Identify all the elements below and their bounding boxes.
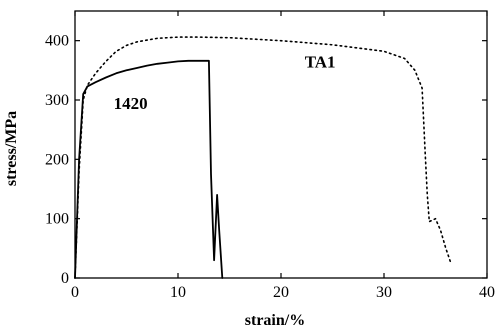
y-tick-label: 100 — [45, 211, 69, 228]
y-tick-label: 300 — [45, 92, 69, 109]
plot-border — [74, 10, 488, 279]
x-tick-label: 10 — [170, 284, 186, 301]
x-tick-label: 0 — [71, 284, 79, 301]
series-label-1420: 1420 — [114, 94, 148, 113]
x-tick-label: 40 — [479, 284, 495, 301]
x-axis-title: strain/% — [245, 312, 305, 329]
plot-frame — [74, 10, 488, 279]
y-tick-label: 0 — [61, 270, 69, 287]
y-axis-title: stress/MPa — [3, 111, 20, 186]
x-tick-label: 30 — [376, 284, 392, 301]
series-layer — [74, 36, 452, 279]
series-line-ta1 — [74, 36, 452, 279]
series-line-1420 — [74, 59, 224, 279]
x-tick-label: 20 — [273, 284, 289, 301]
y-tick-label: 400 — [45, 33, 69, 50]
y-tick-label: 200 — [45, 151, 69, 168]
series-label-ta1: TA1 — [305, 52, 336, 71]
